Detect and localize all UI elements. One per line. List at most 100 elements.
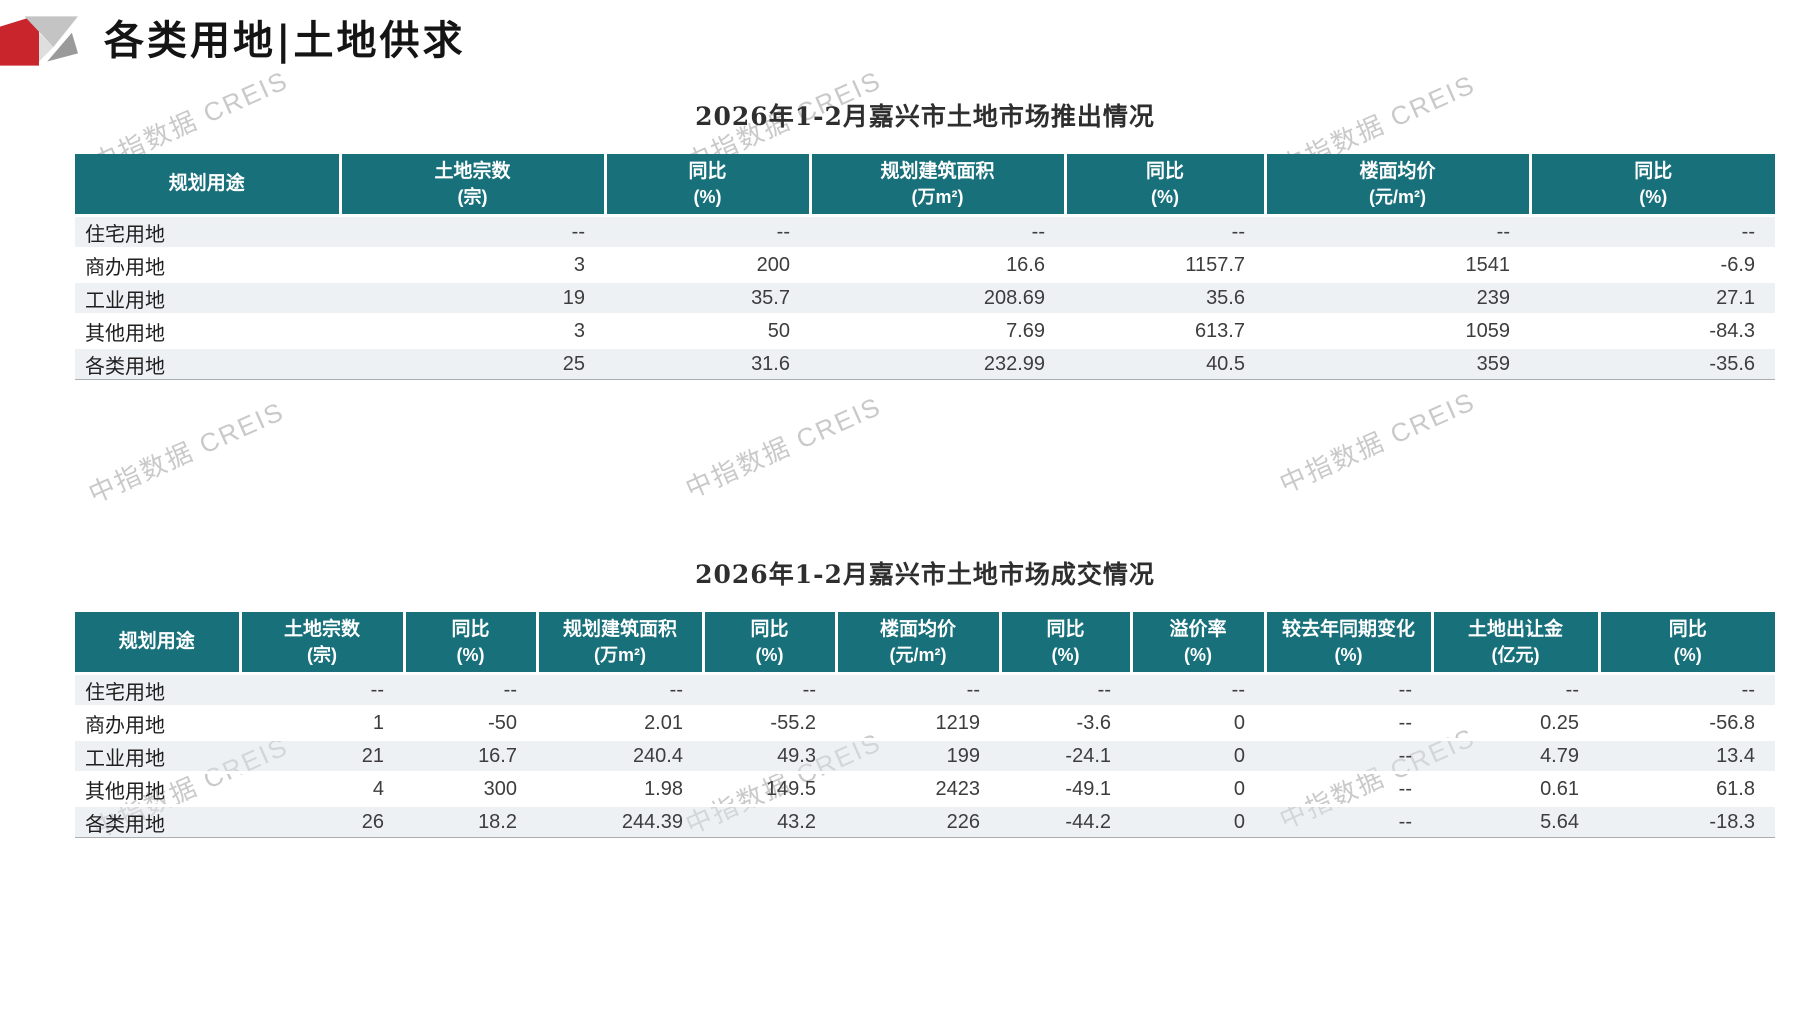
column-name: 同比 bbox=[1145, 161, 1184, 183]
cell-value: 244.39 bbox=[537, 805, 703, 838]
column-name: 楼面均价 bbox=[1359, 161, 1436, 183]
cell-value: 43.2 bbox=[703, 805, 836, 838]
cell-value: -- bbox=[1065, 215, 1265, 250]
column-header: 同比 (%) bbox=[603, 154, 810, 217]
column-name: 同比 bbox=[688, 161, 727, 183]
transaction-section: 2026年1-2月嘉兴市土地市场成交情况 规划用途 土地宗数 (宗) 同比 (%) 规划建… bbox=[75, 558, 1775, 838]
row-label: 住宅用地 bbox=[75, 215, 340, 250]
header-row: 规划用途 土地宗数 (宗) 同比 (%) 规划建筑面积 (万m²) 同比 (%) 楼面均价 (元/m… bbox=[75, 154, 1775, 217]
row-label: 其他用地 bbox=[75, 772, 240, 807]
cell-value: 2423 bbox=[836, 772, 1000, 807]
cell-value: 200 bbox=[605, 248, 810, 283]
column-header: 规划用途 bbox=[75, 612, 240, 675]
table-row: 其他用地 4 300 1.98 149.5 2423 -49.1 0 -- 0.61 61.8 bbox=[75, 772, 1775, 807]
column-unit: (元/m²) bbox=[1369, 186, 1426, 207]
cell-value: 1541 bbox=[1265, 248, 1530, 283]
cell-value: 239 bbox=[1265, 281, 1530, 316]
watermark-text: 中指数据 CREIS bbox=[681, 390, 886, 504]
logo-gray-dark-shape bbox=[47, 32, 78, 62]
cell-value: 149.5 bbox=[703, 772, 836, 807]
column-header: 楼面均价 (元/m²) bbox=[1263, 154, 1530, 217]
cell-value: 13.4 bbox=[1599, 739, 1775, 774]
column-name: 土地宗数 bbox=[434, 161, 511, 183]
cell-value: -- bbox=[404, 673, 537, 708]
column-unit: (亿元) bbox=[1491, 644, 1540, 665]
cell-value: -56.8 bbox=[1599, 706, 1775, 741]
cell-value: 1059 bbox=[1265, 314, 1530, 349]
cell-value: -- bbox=[703, 673, 836, 708]
cell-value: 0 bbox=[1131, 805, 1265, 838]
supply-table: 规划用途 土地宗数 (宗) 同比 (%) 规划建筑面积 (万m²) 同比 (%) 楼面均价 (元/m… bbox=[75, 154, 1775, 380]
column-header: 楼面均价 (元/m²) bbox=[834, 612, 1000, 675]
cell-value: 40.5 bbox=[1065, 347, 1265, 380]
cell-value: -44.2 bbox=[1000, 805, 1131, 838]
cell-value: -- bbox=[537, 673, 703, 708]
column-name: 同比 bbox=[1634, 161, 1673, 183]
cell-value: 300 bbox=[404, 772, 537, 807]
cell-value: -- bbox=[1265, 739, 1432, 774]
cell-value: -50 bbox=[404, 706, 537, 741]
cell-value: 0 bbox=[1131, 739, 1265, 774]
cell-value: -49.1 bbox=[1000, 772, 1131, 807]
cell-value: 7.69 bbox=[810, 314, 1065, 349]
cell-value: -35.6 bbox=[1530, 347, 1775, 380]
logo-gray-light-shape bbox=[24, 16, 78, 48]
column-name: 规划用途 bbox=[168, 173, 245, 195]
cell-value: 19 bbox=[340, 281, 605, 316]
column-name: 溢价率 bbox=[1169, 619, 1227, 641]
column-unit: (%) bbox=[1639, 186, 1668, 207]
table-row: 商办用地 3 200 16.6 1157.7 1541 -6.9 bbox=[75, 248, 1775, 283]
cell-value: 16.7 bbox=[404, 739, 537, 774]
cell-value: 25 bbox=[340, 347, 605, 380]
column-name: 土地出让金 bbox=[1467, 619, 1563, 641]
cell-value: -- bbox=[1432, 673, 1599, 708]
column-unit: (%) bbox=[1184, 644, 1212, 665]
column-name: 规划建筑面积 bbox=[562, 619, 677, 641]
column-name: 土地宗数 bbox=[283, 619, 360, 641]
cell-value: 1157.7 bbox=[1065, 248, 1265, 283]
header-row: 规划用途 土地宗数 (宗) 同比 (%) 规划建筑面积 (万m²) 同比 (%) 楼面均价 (元/m… bbox=[75, 612, 1775, 675]
creis-logo-icon bbox=[0, 16, 78, 66]
cell-value: -- bbox=[1265, 805, 1432, 838]
cell-value: -- bbox=[1265, 215, 1530, 250]
cell-value: 5.64 bbox=[1432, 805, 1599, 838]
cell-value: 4 bbox=[240, 772, 404, 807]
cell-value: 226 bbox=[836, 805, 1000, 838]
page-header: 各类用地|土地供求 bbox=[0, 16, 466, 66]
row-label: 各类用地 bbox=[75, 805, 240, 838]
cell-value: 0 bbox=[1131, 772, 1265, 807]
cell-value: 26 bbox=[240, 805, 404, 838]
column-header: 土地宗数 (宗) bbox=[238, 612, 404, 675]
table-row: 工业用地 19 35.7 208.69 35.6 239 27.1 bbox=[75, 281, 1775, 316]
cell-value: -- bbox=[1530, 215, 1775, 250]
cell-value: -- bbox=[1599, 673, 1775, 708]
column-unit: (%) bbox=[456, 644, 485, 665]
cell-value: -3.6 bbox=[1000, 706, 1131, 741]
column-header: 同比 (%) bbox=[701, 612, 836, 675]
cell-value: 16.6 bbox=[810, 248, 1065, 283]
cell-value: 2.01 bbox=[537, 706, 703, 741]
cell-value: -- bbox=[605, 215, 810, 250]
column-header: 较去年同期变化 (%) bbox=[1263, 612, 1432, 675]
transaction-table-title: 2026年1-2月嘉兴市土地市场成交情况 bbox=[695, 560, 1155, 589]
cell-value: 27.1 bbox=[1530, 281, 1775, 316]
column-unit: (%) bbox=[1334, 644, 1363, 665]
column-name: 同比 bbox=[451, 619, 490, 641]
column-header: 规划建筑面积 (万m²) bbox=[808, 154, 1065, 217]
column-header: 规划用途 bbox=[75, 154, 340, 217]
cell-value: 1 bbox=[240, 706, 404, 741]
cell-value: 21 bbox=[240, 739, 404, 774]
watermark-text: 中指数据 CREIS bbox=[1275, 385, 1480, 499]
cell-value: 3 bbox=[340, 314, 605, 349]
column-unit: (万m²) bbox=[911, 186, 964, 207]
cell-value: -- bbox=[1131, 673, 1265, 708]
cell-value: 4.79 bbox=[1432, 739, 1599, 774]
cell-value: -- bbox=[836, 673, 1000, 708]
column-header: 同比 (%) bbox=[1063, 154, 1265, 217]
column-header: 规划建筑面积 (万m²) bbox=[535, 612, 703, 675]
cell-value: 359 bbox=[1265, 347, 1530, 380]
row-label: 工业用地 bbox=[75, 281, 340, 316]
cell-value: -55.2 bbox=[703, 706, 836, 741]
row-label: 其他用地 bbox=[75, 314, 340, 349]
column-name: 楼面均价 bbox=[879, 619, 956, 641]
